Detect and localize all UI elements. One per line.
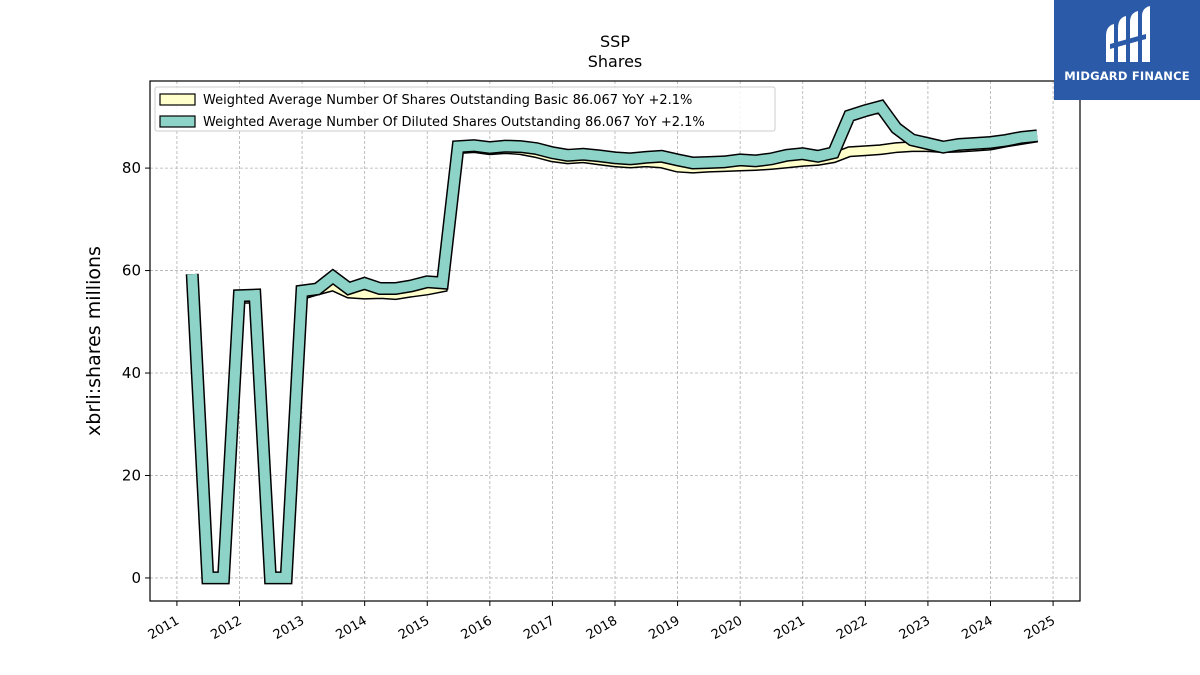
x-tick-label: 2011 [146,613,182,643]
x-tick-label: 2015 [396,613,432,643]
y-tick-label: 40 [122,364,141,382]
brand-name: MIDGARD FINANCE [1064,69,1190,83]
x-tick-label: 2018 [584,613,620,643]
legend-swatch-diluted [159,115,196,128]
x-tick-label: 2014 [334,613,370,643]
legend-label-diluted: Weighted Average Number Of Diluted Share… [203,115,705,130]
x-tick-label: 2021 [772,613,808,643]
x-tick-label: 2013 [271,613,307,643]
x-tick-label: 2019 [646,613,682,643]
y-axis-label: xbrli:shares millions [83,246,105,436]
chart-subtitle: Shares [588,52,643,71]
y-tick-label: 60 [122,262,141,280]
x-tick-label: 2023 [897,613,933,643]
x-tick-label: 2020 [709,613,745,643]
x-tick-label: 2012 [208,613,244,643]
legend-box [154,86,776,132]
midgard-logo-icon [1106,6,1150,62]
series-lines [185,99,1039,585]
y-tick-label: 0 [131,569,141,587]
x-tick-label: 2022 [834,613,870,643]
y-tick-label: 80 [122,159,141,177]
x-tick-label: 2024 [959,613,995,643]
x-tick-label: 2017 [521,613,557,643]
x-tick-label: 2016 [459,613,495,643]
y-tick-label: 20 [122,466,141,484]
chart-title: SSP [600,32,630,51]
x-tick-label: 2025 [1022,613,1058,643]
legend-label-basic: Weighted Average Number Of Shares Outsta… [203,93,692,108]
series-line-1 [187,100,1038,583]
legend: Weighted Average Number Of Shares Outsta… [154,86,776,132]
brand-logo: MIDGARD FINANCE [1054,0,1200,100]
legend-swatch-basic [159,93,196,106]
